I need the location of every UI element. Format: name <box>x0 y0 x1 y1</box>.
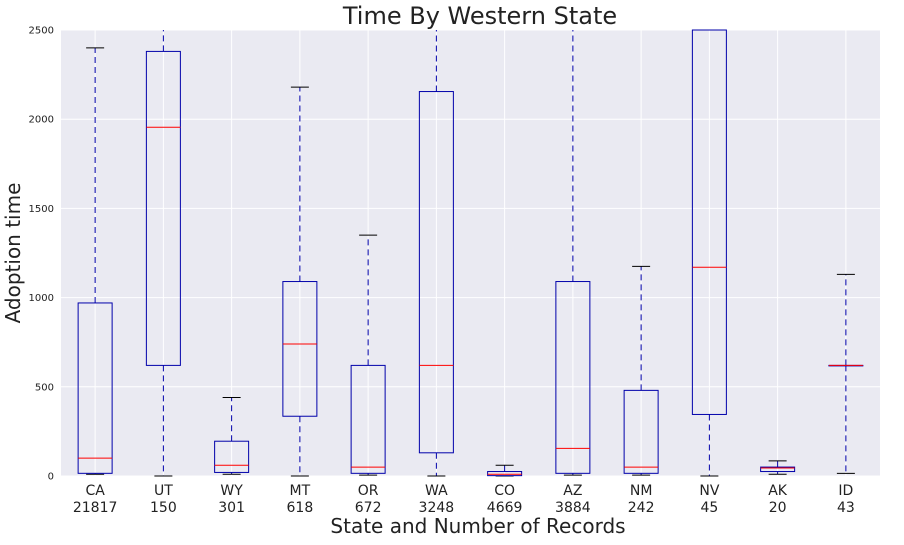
x-tick-records: 242 <box>628 500 655 516</box>
box-mt <box>282 86 318 477</box>
box-body <box>350 364 386 474</box>
x-tick-records: 301 <box>218 500 245 516</box>
box-ak <box>760 460 796 475</box>
plot-area <box>61 30 880 476</box>
x-tick-records: 3248 <box>419 500 455 516</box>
box-wa <box>418 30 454 477</box>
box-body <box>214 440 250 473</box>
y-tick-label: 1500 <box>29 204 54 215</box>
y-axis-ticks: 0 500 1000 1500 2000 2500 <box>29 26 54 483</box>
box-ut <box>145 30 181 477</box>
box-wy <box>214 397 250 475</box>
box-body <box>623 389 659 474</box>
box-body <box>555 281 591 474</box>
box-or <box>350 234 386 476</box>
y-axis-label: Adoption time <box>1 183 25 324</box>
x-tick-records: 150 <box>150 500 177 516</box>
box-co <box>487 464 523 477</box>
x-tick-state: NM <box>630 483 653 499</box>
x-tick-state: ID <box>838 483 853 499</box>
box-id <box>828 273 864 474</box>
y-tick-label: 2000 <box>29 115 54 126</box>
x-tick-records: 43 <box>837 500 855 516</box>
box-body <box>760 466 796 473</box>
x-tick-state: OR <box>358 483 379 499</box>
x-tick-records: 21817 <box>73 500 118 516</box>
box-body <box>282 281 318 417</box>
box-nv <box>691 29 727 477</box>
y-tick-label: 2500 <box>29 26 54 37</box>
x-tick-state: WY <box>220 483 243 499</box>
box-body <box>145 50 181 366</box>
x-tick-records: 4669 <box>487 500 523 516</box>
chart-title: Time By Western State <box>342 2 617 30</box>
y-tick-label: 1000 <box>29 293 54 304</box>
box-az <box>555 30 591 476</box>
x-tick-state: NV <box>699 483 719 499</box>
x-tick-state: AK <box>768 483 788 499</box>
gridlines <box>61 29 880 477</box>
x-tick-state: AZ <box>563 483 582 499</box>
box-body <box>418 91 454 454</box>
x-axis-label: State and Number of Records <box>330 514 625 538</box>
x-tick-state: UT <box>154 483 173 499</box>
x-tick-state: MT <box>290 483 311 499</box>
x-tick-records: 3884 <box>555 500 591 516</box>
box-nm <box>623 265 659 476</box>
boxes <box>77 29 864 477</box>
x-tick-state: CO <box>494 483 515 499</box>
x-tick-records: 20 <box>769 500 787 516</box>
y-tick-label: 0 <box>48 472 54 483</box>
x-tick-state: CA <box>85 483 105 499</box>
box-ca <box>77 47 113 475</box>
x-tick-state: WA <box>425 483 448 499</box>
box-body <box>691 29 727 415</box>
box-body <box>487 471 523 477</box>
y-tick-label: 500 <box>35 382 54 393</box>
box-body <box>77 302 113 474</box>
x-tick-records: 618 <box>287 500 314 516</box>
x-tick-records: 672 <box>355 500 382 516</box>
x-tick-records: 45 <box>700 500 718 516</box>
